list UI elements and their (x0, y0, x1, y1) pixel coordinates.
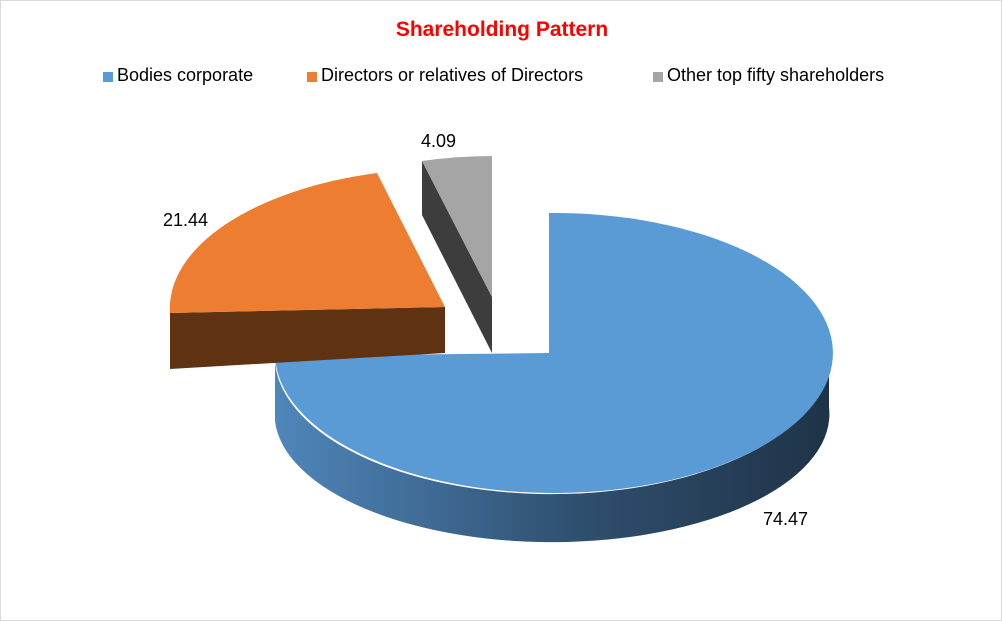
legend-swatch-bodies-corporate (103, 72, 113, 82)
data-label-bodies-corporate: 74.47 (763, 509, 808, 529)
legend: Bodies corporate Directors or relatives … (1, 65, 1002, 89)
legend-swatch-other-top-fifty (653, 72, 663, 82)
slice-side-directors (170, 307, 445, 369)
legend-label-bodies-corporate: Bodies corporate (117, 65, 254, 85)
slice-side-other-top-fifty (422, 161, 492, 353)
slice-side-bodies-corporate (275, 349, 830, 543)
chart-title: Shareholding Pattern (395, 18, 609, 41)
slice-bodies-corporate (275, 212, 833, 493)
legend-label-directors: Directors or relatives of Directors (321, 65, 584, 85)
data-label-other-top-fifty: 4.09 (421, 131, 456, 151)
data-label-directors: 21.44 (163, 210, 208, 230)
legend-label-other-top-fifty: Other top fifty shareholders (667, 65, 885, 85)
legend-swatch-directors (307, 72, 317, 82)
slice-directors (169, 173, 445, 313)
slice-other-top-fifty (422, 156, 492, 297)
